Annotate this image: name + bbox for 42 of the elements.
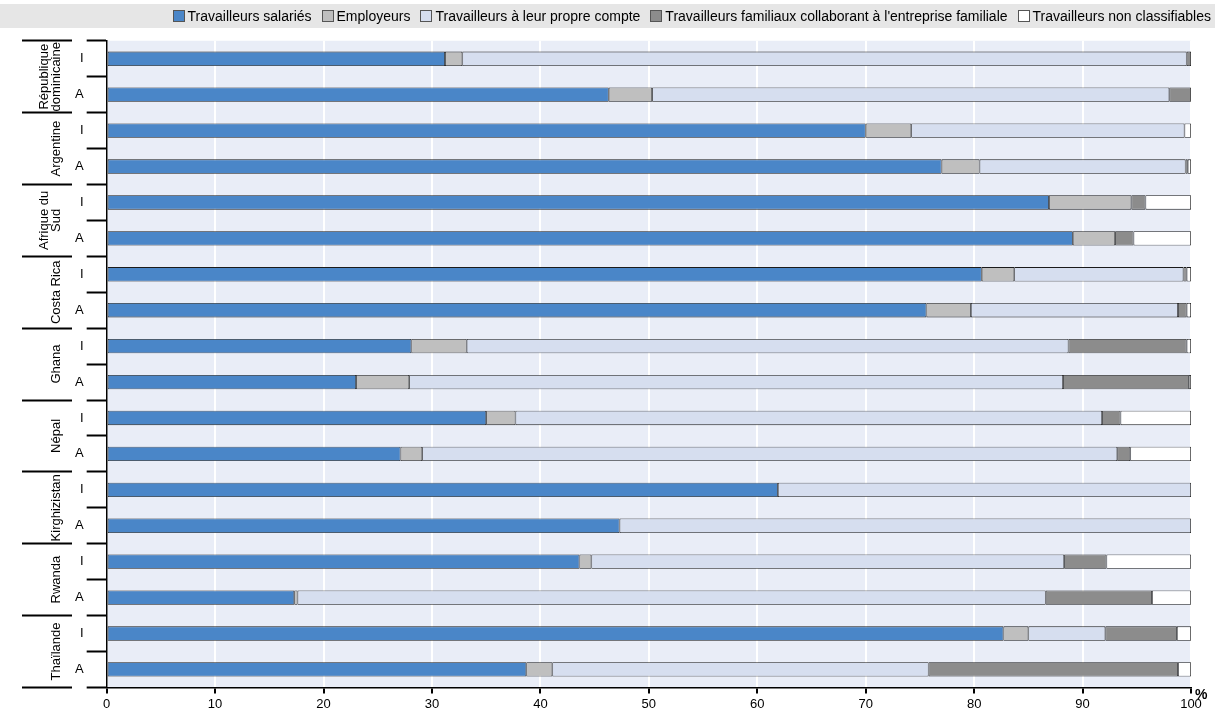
legend-label: Travailleurs à leur propre compte [435, 8, 641, 24]
x-tick-label: 0 [103, 695, 111, 711]
y-tick-label: A [75, 661, 84, 677]
y-tick-label: I [80, 122, 84, 138]
y-tick-label: A [75, 517, 84, 533]
text: Rwanda [48, 555, 64, 604]
y-tick-label: I [80, 481, 84, 497]
legend-label: Employeurs [336, 8, 411, 24]
text: République dominicaine [36, 42, 64, 112]
legend-label: Travailleurs familiaux collaborant à l'entreprise familiale [665, 8, 1008, 24]
text: Ghana [48, 343, 64, 384]
y-tick-label: I [80, 50, 84, 66]
x-tick-label: 30 [424, 695, 440, 711]
legend-label: Travailleurs non classifiables [1032, 8, 1211, 24]
y-tick-label: I [80, 553, 84, 569]
y-tick-label: A [75, 158, 84, 174]
y-tick-label: A [75, 373, 84, 389]
text: Argentine [48, 120, 64, 177]
y-tick-label: A [75, 445, 84, 461]
y-tick-label: I [80, 409, 84, 425]
y-tick-label: I [80, 625, 84, 641]
x-tick-label: 20 [316, 695, 331, 711]
x-tick-label: 10 [207, 695, 223, 711]
y-tick-label: A [75, 589, 84, 605]
text: Costa Rica [48, 259, 64, 325]
x-tick-label: 70 [858, 695, 873, 711]
x-tick-label: 50 [641, 695, 657, 711]
y-tick-label: A [75, 229, 84, 245]
text: Kirghizistan [48, 474, 64, 542]
x-tick-label: 90 [1075, 695, 1090, 711]
x-tick-label: 40 [533, 695, 548, 711]
x-tick-label: 80 [966, 695, 982, 711]
y-tick-label: A [75, 301, 84, 317]
y-tick-label: I [80, 265, 84, 281]
text: Thaïlande [48, 622, 64, 681]
text: Népal [48, 418, 64, 453]
y-tick-label: I [80, 337, 84, 353]
y-tick-label: I [80, 194, 84, 210]
text: Afrique du Sud [36, 190, 64, 251]
x-tick-label: 60 [750, 695, 765, 711]
legend-label: Travailleurs salariés [187, 8, 312, 24]
y-tick-label: A [75, 86, 84, 102]
